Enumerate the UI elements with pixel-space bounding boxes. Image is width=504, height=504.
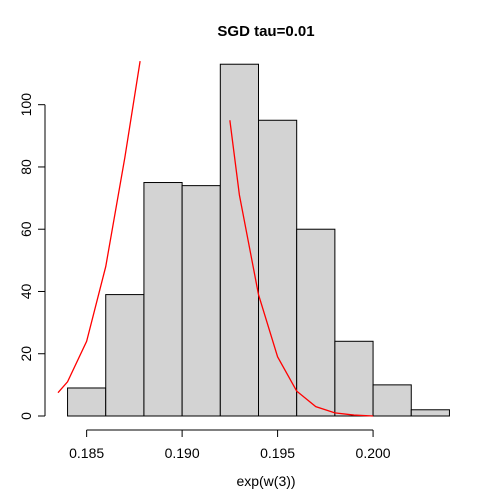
x-tick-label-1: 0.185 <box>69 445 104 461</box>
histogram-bar-5 <box>219 63 259 417</box>
histogram-bar-7 <box>296 228 336 417</box>
x-tick-label-2: 0.190 <box>165 445 200 461</box>
y-tick-label-6: 100 <box>18 93 34 117</box>
histogram-bar-1 <box>67 387 107 417</box>
density-curve-segment-3 <box>229 120 374 417</box>
histogram-bar-2 <box>105 294 145 417</box>
x-tick-label-3: 0.195 <box>260 445 295 461</box>
chart-title: SGD tau=0.01 <box>217 23 314 40</box>
histogram-bar-8 <box>334 340 374 417</box>
curve-group <box>57 61 374 417</box>
y-tick-label-3: 40 <box>18 283 34 299</box>
histogram-bar-3 <box>143 182 183 417</box>
histogram-bar-9 <box>372 384 412 417</box>
x-tick-label-4: 0.200 <box>356 445 391 461</box>
y-tick-label-4: 60 <box>18 221 34 237</box>
y-axis: 0 20 40 60 80 100 <box>18 93 46 420</box>
histogram-bar-4 <box>181 185 221 417</box>
y-tick-label-2: 20 <box>18 346 34 362</box>
x-axis-label: exp(w(3)) <box>236 473 295 489</box>
density-curve-segment-1 <box>57 61 141 394</box>
histogram-bar-6 <box>258 119 298 417</box>
y-tick-label-1: 0 <box>18 412 34 420</box>
histogram-bar-10 <box>410 409 450 417</box>
x-axis: 0.185 0.190 0.195 0.200 <box>69 429 391 461</box>
y-tick-label-5: 80 <box>18 159 34 175</box>
bars-group <box>67 63 450 417</box>
